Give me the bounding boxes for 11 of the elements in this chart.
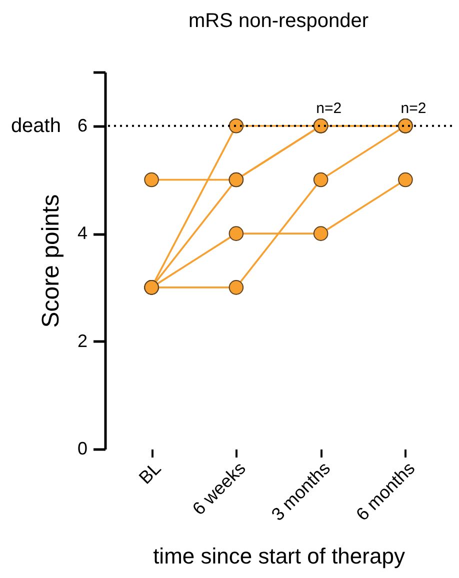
x-tick-label: BL [135, 458, 165, 488]
ref-line-label: death [10, 114, 61, 137]
y-tick-label: 4 [77, 223, 88, 244]
y-tick-label: 2 [77, 330, 88, 351]
y-axis-title: Score points [37, 194, 64, 328]
y-tick-label: 0 [77, 438, 88, 458]
y-tick-label: 6 [77, 115, 88, 136]
x-axis-title: time since start of therapy [153, 544, 405, 569]
chart-title: mRS non-responder [188, 10, 369, 32]
annotation: n=2 [316, 100, 342, 117]
annotation: n=2 [400, 100, 426, 117]
